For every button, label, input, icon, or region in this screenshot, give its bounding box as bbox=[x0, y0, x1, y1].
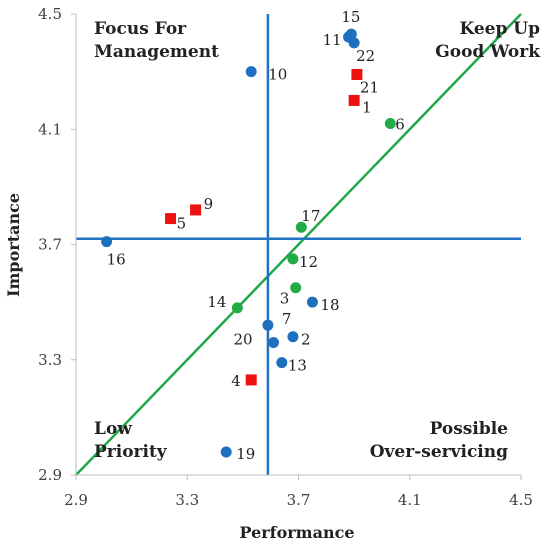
data-point-label: 22 bbox=[356, 47, 375, 65]
x-tick-label: 4.1 bbox=[398, 491, 422, 509]
quadrant-label-top-right: Keep Up bbox=[459, 19, 540, 39]
data-point-label: 3 bbox=[280, 290, 290, 308]
x-axis-title: Performance bbox=[239, 523, 354, 542]
data-point-label: 10 bbox=[268, 66, 287, 84]
data-point-21 bbox=[351, 69, 363, 81]
data-point-label: 15 bbox=[341, 8, 360, 26]
data-point-9 bbox=[190, 204, 202, 216]
data-point-18 bbox=[306, 296, 318, 308]
data-point-label: 13 bbox=[288, 357, 307, 375]
data-point-label: 5 bbox=[177, 215, 187, 233]
data-point-3 bbox=[290, 282, 302, 294]
quadrant-label-top-left: Management bbox=[94, 42, 219, 62]
data-point-5 bbox=[165, 213, 177, 225]
quadrant-label-bottom-left: Priority bbox=[94, 442, 168, 462]
data-point-4 bbox=[245, 374, 257, 386]
data-point-13 bbox=[276, 357, 288, 369]
data-point-14 bbox=[231, 302, 243, 314]
data-point-label: 12 bbox=[299, 253, 318, 271]
data-point-19 bbox=[220, 446, 232, 458]
data-point-17 bbox=[295, 221, 307, 233]
y-tick-label: 4.1 bbox=[38, 120, 62, 138]
data-point-label: 6 bbox=[395, 115, 405, 133]
quadrant-label-top-right: Good Work bbox=[435, 42, 541, 62]
reference-lines bbox=[75, 13, 522, 476]
data-point-label: 11 bbox=[323, 31, 342, 49]
data-point-label: 16 bbox=[107, 251, 126, 269]
data-point-22 bbox=[348, 37, 360, 49]
data-point-label: 2 bbox=[301, 331, 311, 349]
data-point-15 bbox=[345, 28, 357, 40]
y-tick-label: 3.7 bbox=[38, 236, 62, 254]
data-point-2 bbox=[287, 331, 299, 343]
data-point-label: 18 bbox=[320, 296, 339, 314]
data-point-label: 20 bbox=[233, 330, 252, 348]
data-point-label: 21 bbox=[360, 79, 379, 97]
y-tick-label: 3.3 bbox=[38, 351, 62, 369]
data-point-label: 7 bbox=[282, 310, 292, 328]
data-point-20 bbox=[267, 336, 279, 348]
data-point-label: 19 bbox=[236, 445, 255, 463]
axes: 2.9 3.3 3.7 4.1 4.5 2.9 3.3 3.7 4.1 4.5 bbox=[38, 5, 533, 509]
data-point-6 bbox=[384, 117, 396, 129]
data-point-1 bbox=[348, 94, 360, 106]
data-point-16 bbox=[101, 236, 113, 248]
y-axis-title: Importance bbox=[4, 193, 23, 297]
quadrant-label-bottom-left: Low bbox=[94, 419, 132, 439]
x-tick-label: 3.7 bbox=[287, 491, 311, 509]
quadrant-labels: Focus For Management Keep Up Good Work Low Pr… bbox=[94, 19, 541, 462]
data-point-label: 9 bbox=[204, 195, 214, 213]
data-point-label: 1 bbox=[362, 98, 372, 116]
data-point-10 bbox=[245, 66, 257, 78]
data-point-12 bbox=[287, 253, 299, 265]
data-point-7 bbox=[262, 319, 274, 331]
data-point-label: 4 bbox=[231, 372, 241, 390]
data-point-label: 17 bbox=[301, 207, 320, 225]
x-tick-label: 3.3 bbox=[175, 491, 199, 509]
quadrant-label-top-left: Focus For bbox=[94, 19, 187, 39]
quadrant-label-bottom-right: Possible bbox=[430, 419, 509, 439]
quadrant-label-bottom-right: Over-servicing bbox=[370, 442, 508, 462]
x-tick-label: 4.5 bbox=[509, 491, 533, 509]
diagonal-line bbox=[75, 13, 522, 476]
x-tick-label: 2.9 bbox=[64, 491, 88, 509]
y-tick-label: 2.9 bbox=[38, 466, 62, 484]
data-point-label: 14 bbox=[207, 293, 226, 311]
y-tick-label: 4.5 bbox=[38, 5, 62, 23]
